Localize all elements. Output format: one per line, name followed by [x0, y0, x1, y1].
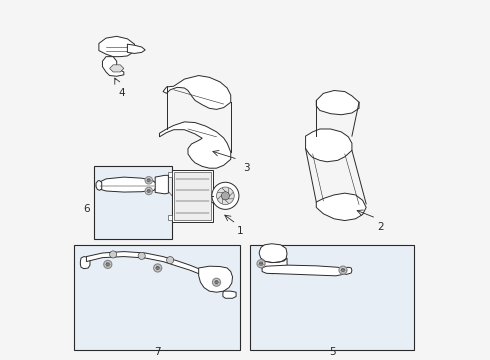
Circle shape — [138, 252, 145, 260]
Polygon shape — [262, 265, 345, 276]
Circle shape — [110, 251, 117, 258]
Circle shape — [221, 192, 229, 200]
Polygon shape — [159, 122, 231, 168]
Polygon shape — [102, 57, 124, 76]
Polygon shape — [80, 257, 90, 269]
Bar — [169, 215, 172, 220]
Polygon shape — [110, 65, 124, 72]
Circle shape — [339, 266, 347, 274]
Text: 7: 7 — [154, 347, 161, 357]
Text: 5: 5 — [329, 347, 336, 357]
Polygon shape — [86, 252, 206, 276]
Bar — [74, 245, 240, 350]
Circle shape — [212, 182, 239, 210]
Circle shape — [145, 177, 152, 184]
Text: 6: 6 — [83, 204, 90, 214]
Circle shape — [106, 263, 109, 266]
Circle shape — [167, 257, 174, 264]
Polygon shape — [198, 266, 233, 292]
Polygon shape — [127, 44, 145, 53]
Circle shape — [156, 267, 159, 269]
Text: 1: 1 — [236, 226, 243, 237]
Bar — [174, 172, 211, 220]
Circle shape — [105, 262, 111, 267]
Polygon shape — [316, 90, 359, 115]
Polygon shape — [96, 181, 102, 190]
Circle shape — [214, 279, 219, 285]
Text: 2: 2 — [377, 222, 384, 231]
Circle shape — [215, 281, 218, 284]
Polygon shape — [316, 193, 366, 221]
Circle shape — [147, 179, 150, 181]
Bar — [94, 166, 172, 239]
Circle shape — [342, 269, 344, 271]
Polygon shape — [163, 76, 231, 109]
Bar — [250, 245, 414, 350]
Text: 4: 4 — [119, 88, 125, 98]
Circle shape — [258, 261, 264, 266]
Circle shape — [217, 187, 234, 204]
Polygon shape — [223, 291, 236, 298]
Polygon shape — [342, 267, 352, 274]
Circle shape — [155, 265, 160, 271]
Polygon shape — [259, 244, 287, 263]
Circle shape — [147, 190, 150, 192]
Circle shape — [145, 188, 152, 194]
Circle shape — [154, 264, 162, 272]
Circle shape — [260, 262, 263, 265]
Circle shape — [340, 267, 346, 273]
Text: 3: 3 — [244, 163, 250, 173]
Circle shape — [213, 278, 220, 286]
Polygon shape — [99, 36, 135, 57]
Polygon shape — [262, 258, 287, 274]
Bar — [169, 172, 172, 177]
Circle shape — [104, 261, 112, 268]
Polygon shape — [155, 175, 169, 194]
Circle shape — [147, 189, 151, 193]
Bar — [172, 170, 213, 222]
Polygon shape — [306, 129, 352, 162]
Circle shape — [257, 260, 265, 267]
Circle shape — [147, 178, 151, 183]
Polygon shape — [96, 177, 156, 192]
